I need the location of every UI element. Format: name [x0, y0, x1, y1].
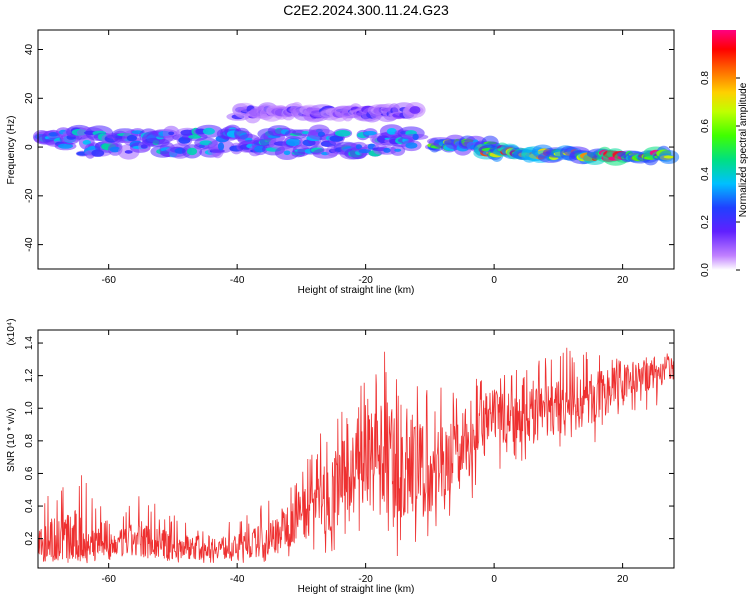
snr-y-tick-label: 1.4	[24, 336, 35, 350]
snr-y-tick-label: 1.0	[24, 401, 35, 415]
snr-x-tick-label: 20	[617, 574, 629, 585]
spectrogram-blob-core	[412, 133, 419, 141]
spectrogram-blob-core	[168, 131, 175, 136]
spectrogram-y-tick-label: 0	[24, 144, 35, 150]
spectrogram-blob-core	[126, 134, 137, 142]
spectrogram-blob-core	[409, 106, 421, 114]
spectrogram-blob-core	[363, 131, 377, 136]
colorbar-ticks: 0.0 0.2 0.4 0.6 0.8	[700, 71, 740, 277]
colorbar-tick-label: 0.4	[700, 167, 711, 181]
snr-x-tick-label: -20	[358, 574, 373, 585]
colorbar-tick-label: 0.8	[700, 71, 711, 85]
spectrogram-x-tick-label: -20	[358, 275, 373, 286]
colorbar-gradient	[712, 30, 736, 270]
spectrogram-x-tick-label: 0	[491, 275, 497, 286]
spectrogram-blob-core	[386, 127, 397, 135]
spectrogram-y-tick-label: 40	[24, 44, 35, 56]
spectrogram-blob-core	[188, 135, 202, 139]
colorbar: 0.0 0.2 0.4 0.6 0.8 Normalized spectral ampl…	[700, 30, 749, 277]
spectrogram-y-axis-label: Frequency (Hz)	[6, 116, 17, 185]
spectrogram-blob-core	[82, 140, 92, 145]
spectrogram-blob-core	[383, 147, 391, 153]
snr-x-ticks: -60 -40 -20 0 20	[101, 330, 629, 585]
snr-x-axis-label: Height of straight line (km)	[298, 584, 415, 595]
snr-y-axis-label: SNR (10 * v/v)	[6, 408, 17, 472]
snr-x-tick-label: 0	[491, 574, 497, 585]
spectrogram-y-tick-label: 20	[24, 92, 35, 104]
snr-y-tick-label: 1.2	[24, 368, 35, 382]
colorbar-tick-label: 0.0	[700, 263, 711, 277]
spectrogram-x-axis-label: Height of straight line (km)	[298, 285, 415, 296]
spectrogram-blob-core	[358, 149, 372, 154]
spectrogram-blob-core	[217, 142, 225, 151]
snr-scale-note: (x10⁴)	[6, 318, 17, 345]
spectrogram-blob-core	[405, 142, 418, 149]
spectrogram-heat-layer	[32, 101, 680, 166]
page-title: C2E2.2024.300.11.24.G23	[283, 2, 449, 18]
spectrogram-band-5	[226, 101, 426, 124]
spectrogram-band-0	[32, 124, 429, 160]
spectrogram-x-tick-label: -40	[230, 275, 245, 286]
spectrogram-y-tick-label: -20	[24, 188, 35, 203]
spectrogram-y-tick-label: -40	[24, 237, 35, 252]
snr-y-tick-label: 0.6	[24, 466, 35, 480]
colorbar-tick-label: 0.6	[700, 119, 711, 133]
spectrogram-x-tick-label: 20	[617, 275, 629, 286]
spectrogram-blob-core	[334, 130, 351, 137]
spectrogram-blob-core	[202, 127, 215, 135]
snr-x-tick-label: -40	[230, 574, 245, 585]
snr-series-line	[37, 347, 675, 564]
spectrogram-y-ticks: -40 -20 0 20 40	[24, 44, 674, 252]
spectrogram-blob-core	[283, 150, 291, 156]
colorbar-tick-label: 0.2	[700, 215, 711, 229]
spectrogram-panel: -60 -40 -20 0 20 -40 -20 0 20 40 Height of strai…	[6, 29, 680, 296]
spectrogram-x-tick-label: -60	[101, 275, 116, 286]
colorbar-label: Normalized spectral amplitude	[738, 82, 749, 217]
spectrogram-blob-core	[286, 138, 301, 147]
spectrogram-blob-core	[58, 143, 73, 149]
snr-y-tick-label: 0.8	[24, 433, 35, 447]
snr-x-tick-label: -60	[101, 574, 116, 585]
spectrogram-blob-core	[663, 155, 674, 159]
snr-y-ticks: 0.2 0.4 0.6 0.8 1.0 1.2 1.4	[24, 336, 674, 546]
spectrogram-blob-core	[394, 148, 402, 152]
spectrogram-x-ticks: -60 -40 -20 0 20	[101, 30, 629, 286]
snr-y-tick-label: 0.4	[24, 499, 35, 513]
snr-panel: -60 -40 -20 0 20 0.2 0.4 0.6 0.8 1.0 1.2 1.4 (x10⁴…	[6, 318, 675, 595]
spectrogram-blob-core	[186, 147, 198, 156]
snr-frame	[37, 329, 675, 569]
spectrogram-blob-core	[124, 150, 133, 154]
snr-y-tick-label: 0.2	[24, 531, 35, 545]
spectrogram-frame	[37, 29, 675, 270]
